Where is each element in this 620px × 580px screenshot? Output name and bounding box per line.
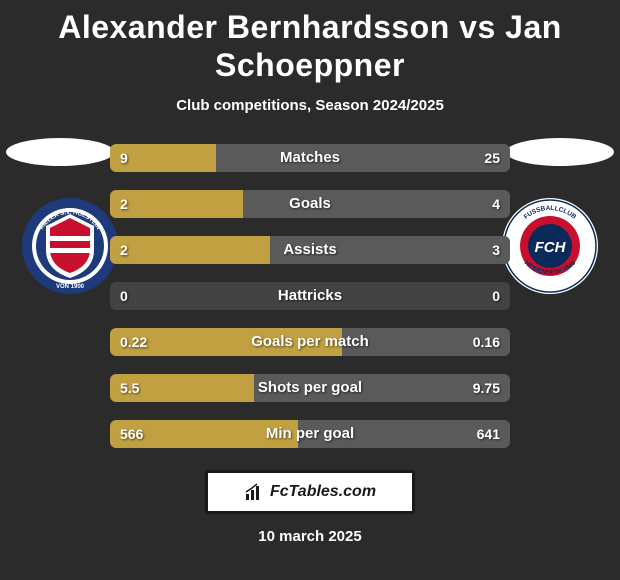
subtitle: Club competitions, Season 2024/2025 (0, 97, 620, 114)
brand-text: FcTables.com (270, 483, 376, 501)
svg-text:VON 1900: VON 1900 (56, 284, 85, 290)
brand-badge: FcTables.com (205, 470, 415, 514)
club-badge-right: FCH FUSSBALLCLUB HEIDENHEIM 1846 (500, 196, 600, 296)
stat-label: Matches (110, 144, 510, 172)
heidenheim-icon: FCH FUSSBALLCLUB HEIDENHEIM 1846 (500, 196, 600, 296)
player-name-pill-left (6, 138, 114, 166)
brand-chart-icon (244, 482, 264, 502)
stat-row: 925Matches (110, 144, 510, 172)
stat-row: 24Goals (110, 190, 510, 218)
club-badge-left: KIELER S.V. HOLSTEIN VON 1900 (20, 196, 120, 296)
footer-date: 10 march 2025 (0, 528, 620, 545)
stat-row: 566641Min per goal (110, 420, 510, 448)
svg-text:FCH: FCH (535, 239, 567, 256)
stat-label: Min per goal (110, 420, 510, 448)
stat-row: 00Hattricks (110, 282, 510, 310)
stat-label: Goals per match (110, 328, 510, 356)
page-title: Alexander Bernhardsson vs Jan Schoeppner (0, 0, 620, 85)
player-name-pill-right (506, 138, 614, 166)
stat-row: 5.59.75Shots per goal (110, 374, 510, 402)
stat-label: Assists (110, 236, 510, 264)
stats-bars: 925Matches 24Goals 23Assists 00Hattricks 0.2… (110, 144, 510, 448)
stat-label: Goals (110, 190, 510, 218)
stat-row: 0.220.16Goals per match (110, 328, 510, 356)
stat-label: Hattricks (110, 282, 510, 310)
stat-row: 23Assists (110, 236, 510, 264)
holstein-kiel-icon: KIELER S.V. HOLSTEIN VON 1900 (20, 196, 120, 296)
comparison-content: KIELER S.V. HOLSTEIN VON 1900 FCH FUSSBA… (0, 144, 620, 448)
stat-label: Shots per goal (110, 374, 510, 402)
